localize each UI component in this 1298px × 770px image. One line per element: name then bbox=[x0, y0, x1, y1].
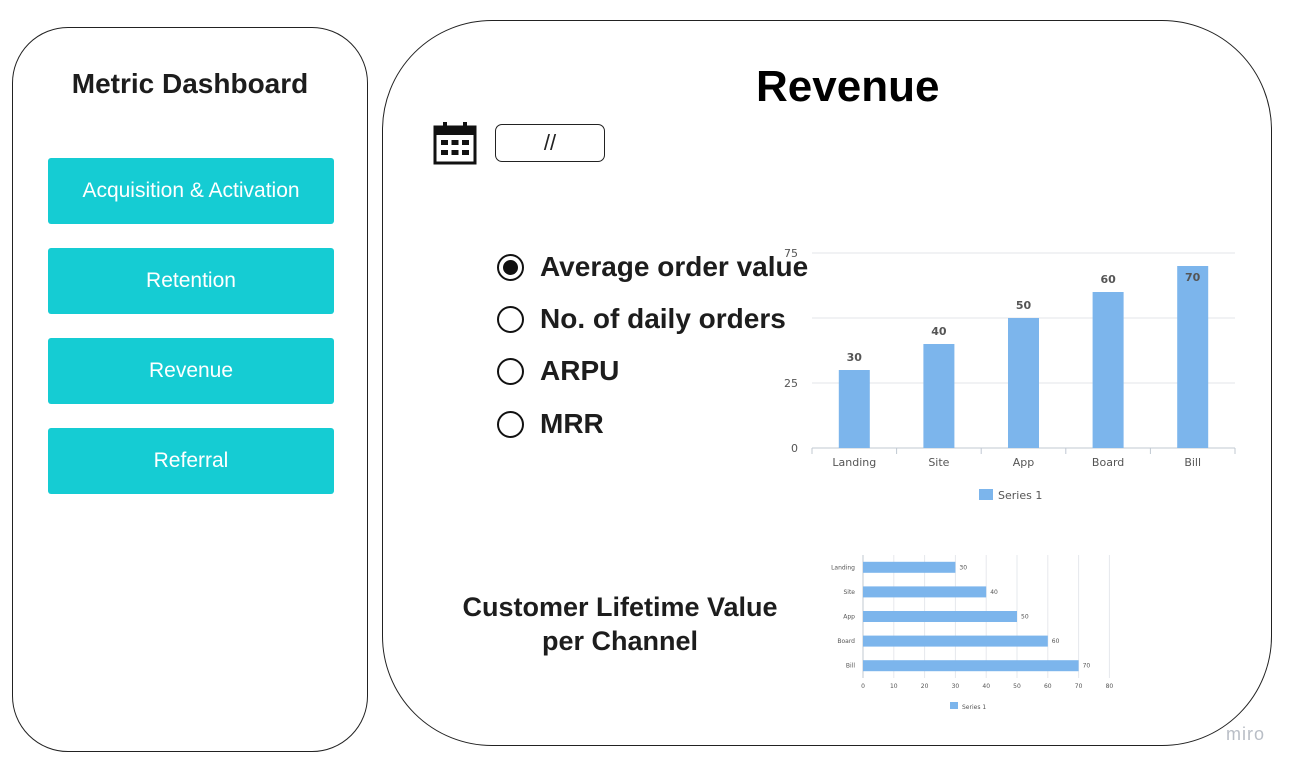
nav-button-referral[interactable]: Referral bbox=[48, 428, 334, 494]
y-tick-label: Landing bbox=[831, 564, 855, 571]
data-label: 60 bbox=[1100, 273, 1116, 286]
radio-average-order-value[interactable]: Average order value bbox=[497, 251, 808, 283]
bar bbox=[863, 660, 1079, 672]
nav-button-acquisition-activation[interactable]: Acquisition & Activation bbox=[48, 158, 334, 224]
bar bbox=[1092, 292, 1124, 448]
main-panel bbox=[382, 20, 1272, 746]
y-tick-label: 0 bbox=[791, 442, 798, 455]
page-title: Revenue bbox=[756, 62, 940, 111]
radio-dot bbox=[503, 259, 518, 275]
x-tick-label: 0 bbox=[861, 683, 865, 690]
x-tick-label: 50 bbox=[1013, 683, 1021, 690]
bar bbox=[863, 561, 956, 573]
bar bbox=[1177, 266, 1209, 448]
x-tick-label: Site bbox=[928, 456, 949, 469]
bar bbox=[1008, 318, 1039, 448]
bar bbox=[863, 635, 1048, 647]
y-tick-label: 75 bbox=[784, 247, 798, 260]
nav-button-retention[interactable]: Retention bbox=[48, 248, 334, 314]
y-tick-label: App bbox=[843, 614, 855, 621]
x-tick-label: App bbox=[1013, 456, 1035, 469]
x-tick-label: Landing bbox=[832, 456, 876, 469]
data-label: 50 bbox=[1016, 299, 1032, 312]
x-tick-label: 30 bbox=[952, 683, 960, 690]
sidebar-title: Metric Dashboard bbox=[71, 68, 309, 99]
radio-label: ARPU bbox=[540, 355, 620, 386]
x-tick-label: 20 bbox=[921, 683, 929, 690]
legend-swatch bbox=[950, 702, 958, 709]
data-label: 40 bbox=[931, 325, 947, 338]
data-label: 50 bbox=[1021, 614, 1029, 621]
calendar-icon[interactable] bbox=[433, 121, 477, 165]
bar bbox=[863, 586, 987, 598]
x-tick-label: 10 bbox=[890, 683, 898, 690]
radio-button[interactable] bbox=[497, 305, 524, 333]
data-label: 30 bbox=[959, 564, 967, 571]
x-tick-label: 60 bbox=[1044, 683, 1052, 690]
radio-daily-orders[interactable]: No. of daily orders bbox=[497, 303, 786, 335]
x-tick-label: 40 bbox=[982, 683, 990, 690]
y-tick-label: 25 bbox=[784, 377, 798, 390]
radio-arpu[interactable]: ARPU bbox=[497, 355, 619, 387]
radio-mrr[interactable]: MRR bbox=[497, 408, 604, 440]
data-label: 30 bbox=[847, 351, 863, 364]
y-tick-label: Bill bbox=[846, 663, 855, 670]
radio-button[interactable] bbox=[497, 357, 524, 385]
x-tick-label: 70 bbox=[1075, 683, 1083, 690]
data-label: 60 bbox=[1052, 638, 1060, 645]
bar bbox=[838, 370, 870, 448]
radio-button-selected[interactable] bbox=[497, 253, 524, 281]
date-input[interactable] bbox=[495, 124, 605, 162]
clv-title-line2: per Channel bbox=[541, 626, 699, 656]
radio-label: MRR bbox=[540, 408, 604, 439]
miro-watermark: miro bbox=[1226, 724, 1265, 744]
radio-label: Average order value bbox=[540, 251, 809, 282]
clv-title: Customer Lifetime Value per Channel bbox=[440, 590, 800, 658]
radio-label: No. of daily orders bbox=[540, 303, 786, 334]
legend-label: Series 1 bbox=[998, 489, 1042, 502]
data-label: 70 bbox=[1083, 663, 1091, 670]
data-label: 40 bbox=[990, 589, 998, 596]
nav-button-revenue[interactable]: Revenue bbox=[48, 338, 334, 404]
clv-title-line1: Customer Lifetime Value bbox=[462, 592, 778, 622]
bar bbox=[863, 611, 1017, 622]
x-tick-label: Board bbox=[1092, 456, 1124, 469]
x-tick-label: 80 bbox=[1106, 683, 1114, 690]
legend-label: Series 1 bbox=[962, 704, 986, 711]
bar bbox=[923, 344, 955, 448]
x-tick-label: Bill bbox=[1184, 456, 1201, 469]
y-tick-label: Board bbox=[837, 638, 855, 645]
radio-button[interactable] bbox=[497, 410, 524, 438]
data-label: 70 bbox=[1185, 271, 1201, 284]
y-tick-label: Site bbox=[843, 589, 855, 596]
sidebar-panel: Metric Dashboard Acquisition & Activatio… bbox=[12, 27, 368, 752]
legend-swatch bbox=[979, 489, 993, 500]
